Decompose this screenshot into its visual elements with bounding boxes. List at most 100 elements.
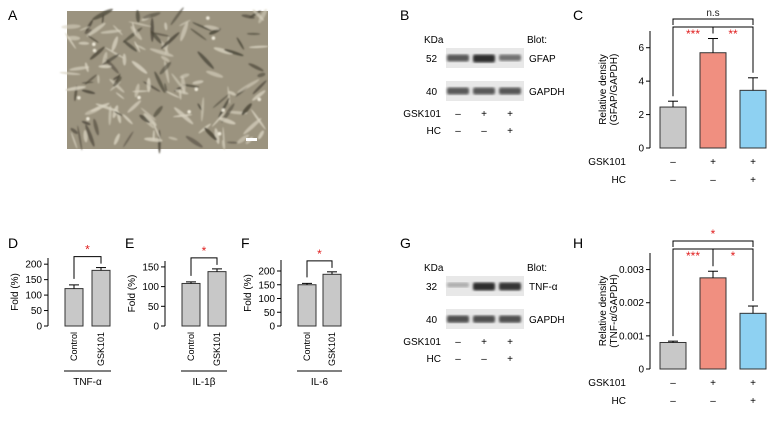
kda-header: KDa [424,263,444,274]
blot-header: Blot: [527,263,547,274]
cell [102,53,120,66]
band-protein: GFAP [529,54,556,65]
significance-bracket [672,18,754,25]
condition-sign: + [750,175,756,186]
cell [123,40,138,52]
cell [122,114,133,125]
cell-bright [92,42,96,46]
cell [84,107,101,115]
condition-sign: + [750,157,756,168]
bar [181,282,201,327]
cell [65,86,86,91]
chart-e-il1b-fold: E 0 50 100 150 Fold (%) Control GSK101 IL-1β * [125,235,227,388]
western-blot-tnf: KDa Blot: 32 TNF-α 40 GAPDH GSK101 – + + HC – – + [403,263,564,365]
cell [81,120,91,126]
y-tick-label: 150 [25,275,42,286]
cell [172,114,193,118]
cell [122,53,127,66]
condition-sign: – [670,175,676,186]
significance-bracket [190,257,218,276]
chart-f-il6-fold: F 0 50 100 150 200 Fold (%) Control GSK101 IL-6 * [241,235,342,388]
cell [164,22,168,31]
y-tick-label: 0 [638,365,644,376]
y-tick-label: 100 [258,294,275,305]
condition-sign: – [670,157,676,168]
cell [171,73,185,91]
condition-sign: – [455,354,461,365]
y-tick-label: 50 [264,308,276,319]
condition-label: HC [427,354,441,365]
kda-header: KDa [424,35,444,46]
x-tick-label: Control [186,332,196,361]
cell [197,51,214,70]
cell [69,66,90,71]
blot-band [447,87,469,95]
condition-sign: + [710,157,716,168]
cell [237,79,260,93]
cell-bright [92,48,97,53]
cell [201,97,205,122]
cell [174,89,189,95]
band-kda: 52 [426,54,438,65]
cell-bright [206,16,210,20]
micrograph [59,7,269,154]
cell [221,103,235,123]
cell [134,44,146,51]
cell [218,117,236,125]
y-axis-label: Fold (%) [10,273,21,311]
bar [64,288,84,327]
chart-h-tnf-density: H 0 0.001 0.002 0.003 Relative density (TNF-α/… [573,227,767,407]
cell [151,32,170,37]
cell [190,28,207,41]
group-label: IL-1β [193,377,216,388]
cell [98,64,112,69]
cell [212,94,229,109]
cell [170,7,184,26]
condition-sign: – [481,354,487,365]
cell [65,32,76,49]
cell-bright [86,117,90,121]
bar [322,273,342,327]
cell [113,75,121,80]
cell-bright [211,36,216,40]
cell [236,37,245,50]
condition-sign: – [670,396,676,407]
cell-bright [217,131,222,136]
cell [214,128,220,144]
cell [123,131,134,148]
y-tick-label: 0 [153,322,159,333]
y-axis-label: Fold (%) [127,275,138,313]
y-axis-label: (TNF-α/GAPDH) [609,274,620,348]
panel-letter-a: A [8,7,18,23]
condition-sign: – [710,175,716,186]
band-kda: 40 [426,87,438,98]
significance-mark: *** [686,249,700,263]
blot-band [473,282,495,291]
condition-sign: + [750,396,756,407]
cell [86,22,106,37]
band-kda: 40 [426,315,438,326]
cell [100,29,122,34]
y-tick-label: 200 [25,260,42,271]
bar [699,52,727,149]
x-tick-label: GSK101 [327,332,337,366]
significance-mark: * [317,247,322,261]
chart-c-gfap-density: C 0 2 4 6 Relative density (GFAP/GAPDH) GSK101 –… [573,7,767,186]
y-tick-label: 4 [638,77,644,88]
cell [252,80,267,95]
panel-letter: D [8,235,18,251]
chart-d-tnf-fold: D 0 50 100 150 200 Fold (%) Control GSK101 TNF-α * [8,235,111,388]
cell [77,125,83,151]
cell [71,132,78,149]
band-protein: TNF-α [529,282,558,293]
cell [139,114,151,123]
cell-bright [137,95,141,100]
cell [149,48,174,57]
cell [179,89,182,100]
cell [179,19,191,27]
cell [159,61,172,75]
cell [241,14,255,19]
cell [212,111,226,127]
cell [153,105,163,118]
condition-label: GSK101 [403,109,441,120]
